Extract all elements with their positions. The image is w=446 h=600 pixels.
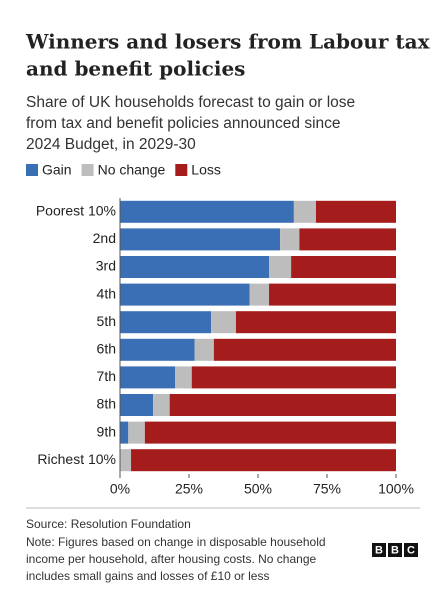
y-tick-label: 9th: [97, 423, 116, 439]
y-tick-label: 8th: [97, 396, 116, 412]
bar-segment: [293, 200, 316, 223]
y-tick-label: 4th: [97, 285, 116, 301]
bar-segment: [128, 421, 145, 444]
bar-segment: [235, 311, 396, 334]
bar-segment: [249, 283, 270, 306]
bar-segment: [269, 283, 396, 306]
legend-swatch: [81, 164, 94, 176]
logo-box: [388, 543, 402, 557]
bar-segment: [269, 256, 292, 278]
bar-segment: [291, 256, 396, 278]
logo-box: [404, 543, 418, 557]
bar-segment: [280, 228, 300, 251]
source: Source: Resolution Foundation: [26, 517, 191, 531]
y-tick-label: 3rd: [96, 258, 116, 274]
bar-segment: [120, 421, 129, 444]
bar-segment: [153, 394, 170, 416]
bar-segment: [120, 366, 176, 389]
bar-segment: [120, 394, 154, 416]
bar-segment: [120, 449, 132, 472]
bar-segment: [120, 311, 212, 334]
bar-segment: [169, 394, 396, 416]
subtitle: from tax and benefit policies announced …: [26, 115, 341, 132]
logo-box: [372, 543, 386, 557]
bar-segment: [299, 228, 396, 251]
note: includes small gains and losses of £10 o…: [26, 569, 269, 583]
y-tick-label: 5th: [97, 313, 116, 329]
x-tick-label: 25%: [175, 481, 203, 497]
bar-segment: [120, 228, 281, 251]
bar-segment: [213, 338, 396, 361]
bar-segment: [194, 338, 214, 361]
logo-letter: C: [407, 544, 415, 556]
y-tick-label: Poorest 10%: [36, 203, 116, 219]
logo-letter: B: [391, 544, 399, 556]
bar-segment: [144, 421, 396, 444]
legend-label: Gain: [42, 162, 72, 178]
logo-letter: B: [375, 544, 383, 556]
chart-title: and benefit policies: [26, 57, 245, 81]
bar-segment: [175, 366, 192, 389]
legend-swatch: [175, 164, 188, 176]
bar-segment: [191, 366, 396, 389]
subtitle: Share of UK households forecast to gain …: [26, 94, 355, 111]
chart-title: Winners and losers from Labour tax: [25, 30, 431, 54]
bar-segment: [120, 256, 270, 278]
bar-segment: [211, 311, 236, 334]
note: income per household, after housing cost…: [26, 552, 317, 566]
note: Note: Figures based on change in disposa…: [26, 535, 326, 549]
y-tick-label: Richest 10%: [37, 451, 116, 467]
bar-segment: [120, 338, 195, 361]
bar-segment: [120, 200, 294, 223]
bar-segment: [120, 283, 250, 306]
x-tick-label: 75%: [313, 481, 341, 497]
bar-segment: [315, 200, 396, 223]
y-tick-label: 2nd: [93, 230, 116, 246]
y-tick-label: 7th: [97, 368, 116, 384]
x-tick-label: 0%: [110, 481, 130, 497]
legend-swatch: [26, 164, 38, 176]
x-tick-label: 100%: [378, 481, 414, 497]
x-tick-label: 50%: [244, 481, 272, 497]
legend-label: Loss: [191, 162, 221, 178]
y-tick-label: 6th: [97, 341, 116, 357]
bar-segment: [131, 449, 397, 472]
subtitle: 2024 Budget, in 2029-30: [26, 136, 196, 153]
legend-label: No change: [98, 162, 166, 178]
